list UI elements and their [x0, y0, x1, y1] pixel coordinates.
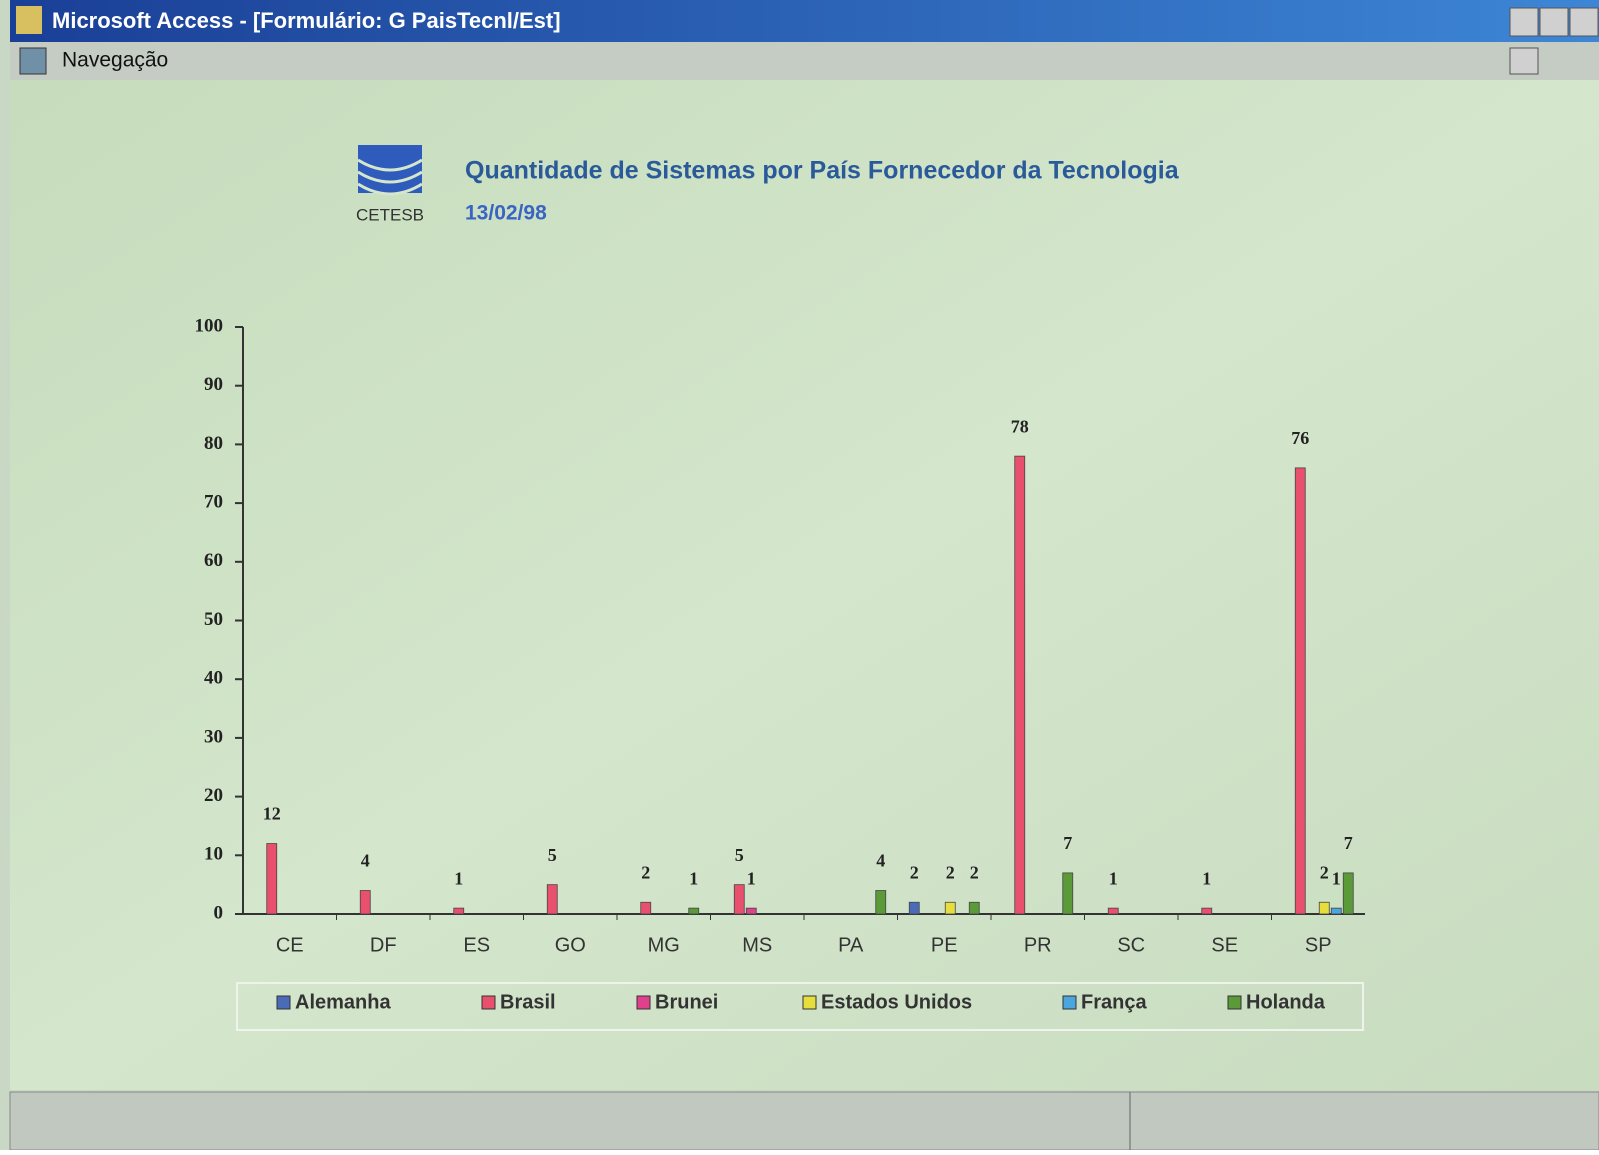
bar: [688, 907, 700, 915]
value-label: 2: [641, 862, 650, 882]
value-label: 78: [1011, 416, 1029, 436]
y-tick-label: 60: [204, 550, 223, 571]
value-label: 7: [1344, 833, 1353, 853]
value-label: 76: [1291, 428, 1309, 448]
legend-swatch: [802, 995, 817, 1010]
y-tick-label: 50: [204, 609, 223, 630]
menu-bar: [10, 42, 1599, 80]
y-tick-label: 90: [204, 374, 223, 395]
x-tick-label: SC: [1117, 934, 1145, 956]
legend-swatch: [481, 995, 496, 1010]
value-label: 12: [263, 804, 281, 824]
y-tick-label: 20: [204, 785, 223, 806]
bar: [1107, 907, 1119, 915]
bar: [453, 907, 465, 915]
y-tick-label: 100: [195, 315, 224, 336]
value-label: 5: [735, 845, 744, 865]
legend-swatch: [276, 995, 291, 1010]
status-bar: [9, 1091, 1599, 1151]
bar: [546, 884, 558, 915]
legend-swatch: [1227, 995, 1242, 1010]
bar: [359, 890, 371, 915]
minimize-button[interactable]: [1509, 7, 1539, 37]
value-label: 4: [876, 851, 885, 871]
bar: [1062, 872, 1074, 915]
value-label: 2: [946, 862, 955, 882]
legend-label: Alemanha: [295, 991, 391, 1013]
bar: [1330, 907, 1342, 915]
value-label: 1: [1332, 868, 1341, 888]
app-icon: [16, 6, 42, 34]
x-tick-label: CE: [276, 934, 304, 956]
bar: [1201, 907, 1213, 915]
bar: [1318, 901, 1330, 915]
x-tick-label: SE: [1211, 934, 1238, 956]
menu-item[interactable]: Navegação: [62, 49, 168, 72]
x-tick-label: MG: [648, 934, 680, 956]
y-tick-label: 70: [204, 491, 223, 512]
x-tick-label: DF: [370, 934, 397, 956]
x-tick-label: GO: [555, 934, 586, 956]
bar: [1014, 455, 1026, 915]
value-label: 7: [1063, 833, 1072, 853]
legend-label: Holanda: [1246, 991, 1326, 1013]
x-tick-label: MS: [742, 934, 772, 956]
bar: [745, 907, 757, 915]
logo-text: CETESB: [356, 205, 424, 224]
chart-title: Quantidade de Sistemas por País Forneced…: [465, 157, 1180, 185]
value-label: 4: [361, 851, 370, 871]
close-button[interactable]: [1569, 7, 1599, 37]
bar: [733, 884, 745, 915]
y-tick-label: 30: [204, 726, 223, 747]
legend-label: Brunei: [655, 991, 718, 1013]
value-label: 1: [1109, 868, 1118, 888]
x-tick-label: PR: [1024, 934, 1052, 956]
x-tick-label: PE: [931, 934, 958, 956]
value-label: 1: [689, 868, 698, 888]
legend-swatch: [1062, 995, 1077, 1010]
legend-label: Brasil: [500, 991, 556, 1013]
restore-button[interactable]: [1539, 7, 1569, 37]
x-tick-label: SP: [1305, 934, 1332, 956]
value-label: 1: [747, 868, 756, 888]
chart-subtitle: 13/02/98: [465, 202, 547, 225]
bar: [640, 901, 652, 915]
y-tick-label: 40: [204, 668, 223, 689]
menu-icon: [19, 47, 47, 75]
bar: [908, 901, 920, 915]
logo: CETESB: [356, 145, 424, 224]
bar: [1294, 467, 1306, 915]
value-label: 1: [454, 868, 463, 888]
y-tick-label: 10: [204, 844, 223, 865]
y-tick-label: 0: [214, 902, 224, 923]
legend-label: França: [1081, 991, 1147, 1013]
bar: [1342, 872, 1354, 915]
value-label: 2: [1320, 862, 1329, 882]
legend-swatch: [636, 995, 651, 1010]
window-title: Microsoft Access - [Formulário: G PaisTe…: [52, 8, 561, 33]
value-label: 2: [970, 862, 979, 882]
x-tick-label: ES: [463, 934, 490, 956]
value-label: 5: [548, 845, 557, 865]
value-label: 1: [1202, 868, 1211, 888]
bar: [944, 901, 956, 915]
bar: [266, 843, 278, 915]
y-tick-label: 80: [204, 433, 223, 454]
title-bar: [10, 0, 1599, 42]
restore-button[interactable]: [1509, 47, 1539, 75]
x-tick-label: PA: [838, 934, 864, 956]
bar: [875, 890, 887, 915]
bar: [968, 901, 980, 915]
value-label: 2: [910, 862, 919, 882]
logo-waves: [357, 158, 423, 196]
legend-box: [236, 982, 1364, 1031]
form-area: [10, 80, 1599, 1090]
legend-label: Estados Unidos: [821, 991, 972, 1013]
